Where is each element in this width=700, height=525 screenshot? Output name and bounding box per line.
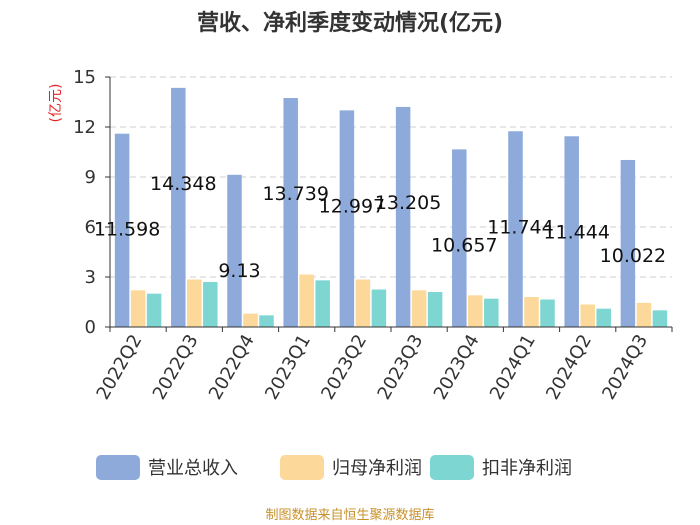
y-axis-ticks: 0 3 6 9 12 15	[73, 67, 111, 338]
bar-营业总收入-2024Q1	[508, 131, 523, 327]
legend-item[interactable]: 归母净利润	[280, 455, 422, 480]
source-note: 制图数据来自恒生聚源数据库	[265, 507, 434, 523]
legend-label: 扣非净利润	[482, 458, 572, 479]
bar-扣非净利润-2024Q3	[652, 310, 668, 327]
bar-营业总收入-2024Q3	[620, 159, 636, 327]
bar-营业总收入-2022Q3	[171, 87, 186, 327]
bar-营业总收入-2023Q3	[395, 106, 411, 328]
bar-扣非净利润-2022Q2	[146, 293, 162, 327]
bar-营业总收入-2022Q4	[227, 174, 242, 327]
x-tick-label: 2022Q3	[149, 331, 203, 403]
legend-item[interactable]: 扣非净利润	[430, 455, 572, 480]
bar-扣非净利润-2023Q4	[484, 298, 499, 327]
bar-归母净利润-2024Q1	[524, 297, 539, 327]
x-tick-label: 2023Q1	[261, 331, 315, 403]
x-tick-label: 2024Q3	[598, 331, 652, 403]
bar-营业总收入-2023Q2	[339, 110, 355, 327]
x-tick-label: 2023Q3	[374, 331, 428, 403]
x-tick-label: 2024Q1	[486, 331, 540, 403]
data-label: 13.205	[375, 192, 441, 214]
bar-归母净利润-2023Q3	[411, 290, 427, 327]
data-label: 10.657	[431, 234, 497, 256]
x-axis: 2022Q2 2022Q3 2022Q4 2023Q1 2023Q2 2023Q3 2023…	[93, 326, 673, 403]
y-axis-label: (亿元)	[48, 84, 64, 123]
bars	[114, 87, 668, 328]
x-tick-label: 2022Q2	[93, 331, 147, 403]
chart-title: 营收、净利季度变动情况(亿元)	[197, 10, 503, 36]
bar-扣非净利润-2023Q1	[315, 280, 330, 327]
y-tick-label: 12	[73, 117, 96, 138]
x-tick-label: 2023Q2	[317, 331, 371, 403]
legend-swatch	[430, 455, 474, 480]
bar-营业总收入-2024Q2	[564, 136, 579, 327]
legend[interactable]: 营业总收入 归母净利润 扣非净利润	[96, 455, 572, 480]
data-label: 11.744	[487, 216, 553, 238]
x-tick-label: 2023Q4	[430, 331, 484, 403]
gridlines	[110, 76, 672, 278]
bar-归母净利润-2023Q1	[299, 274, 314, 327]
bar-营业总收入-2023Q4	[452, 149, 467, 327]
y-tick-label: 6	[85, 217, 96, 238]
y-tick-label: 3	[85, 267, 96, 288]
bar-归母净利润-2024Q2	[580, 304, 595, 327]
bar-归母净利润-2022Q2	[130, 290, 146, 327]
legend-swatch	[280, 455, 324, 480]
bar-归母净利润-2024Q3	[636, 302, 652, 327]
x-tick-label: 2024Q2	[542, 331, 596, 403]
data-label: 14.348	[150, 173, 216, 195]
bar-扣非净利润-2023Q3	[427, 292, 443, 327]
data-label: 13.739	[262, 183, 328, 205]
data-label: 10.022	[600, 245, 666, 267]
y-tick-label: 0	[85, 317, 96, 338]
legend-swatch	[96, 455, 140, 480]
bar-扣非净利润-2023Q2	[371, 289, 387, 327]
bar-扣非净利润-2022Q3	[203, 282, 218, 327]
bar-归母净利润-2022Q3	[187, 279, 202, 327]
bar-营业总收入-2022Q2	[114, 133, 130, 327]
data-label: 11.598	[94, 219, 160, 241]
legend-label: 营业总收入	[148, 458, 238, 479]
bar-扣非净利润-2022Q4	[259, 315, 274, 327]
data-label: 9.13	[218, 260, 260, 282]
bar-归母净利润-2023Q4	[468, 295, 483, 327]
bar-扣非净利润-2024Q2	[596, 308, 611, 327]
bar-归母净利润-2022Q4	[243, 313, 258, 327]
x-tick-label: 2022Q4	[205, 331, 259, 403]
data-label: 11.444	[543, 221, 609, 243]
legend-item[interactable]: 营业总收入	[96, 455, 238, 480]
legend-label: 归母净利润	[332, 458, 422, 479]
bar-营业总收入-2023Q1	[283, 98, 298, 328]
data-label: 12.997	[319, 195, 385, 217]
y-tick-label: 9	[85, 167, 96, 188]
bar-归母净利润-2023Q2	[355, 279, 371, 327]
bar-扣非净利润-2024Q1	[540, 299, 555, 327]
y-tick-label: 15	[73, 67, 96, 88]
